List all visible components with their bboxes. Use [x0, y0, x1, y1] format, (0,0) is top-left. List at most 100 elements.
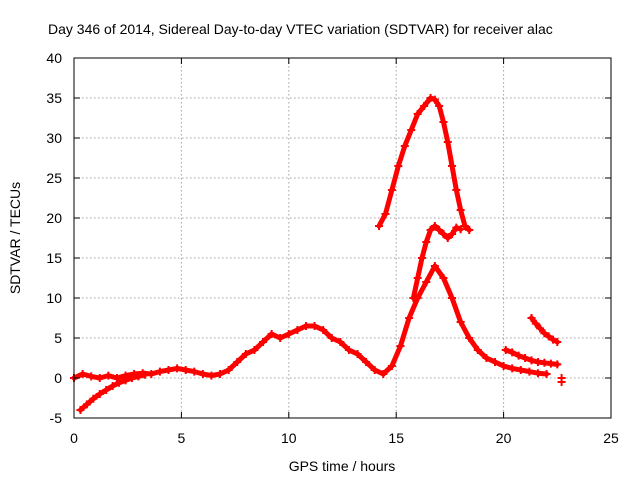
y-tick-label: 30	[46, 130, 62, 146]
data-point	[108, 382, 117, 390]
data-point	[525, 367, 534, 376]
data-point	[336, 338, 345, 346]
data-point	[190, 367, 199, 376]
data-point	[508, 364, 517, 373]
y-tick-label: 20	[46, 210, 62, 226]
data-point	[284, 330, 293, 338]
data-point	[426, 226, 435, 234]
data-point	[430, 222, 439, 230]
series-line	[376, 95, 472, 233]
data-point	[540, 329, 549, 338]
plot-frame	[73, 57, 612, 419]
data-point	[362, 358, 371, 366]
data-point	[241, 350, 250, 358]
data-points	[70, 94, 566, 414]
data-point	[435, 226, 444, 234]
data-point	[267, 330, 276, 338]
data-point	[456, 318, 465, 326]
series-large-peak	[375, 94, 474, 234]
data-point	[327, 334, 336, 342]
data-point	[549, 335, 558, 344]
data-point	[553, 338, 562, 346]
y-axis-label: SDTVAR / TECUs	[7, 182, 23, 294]
data-point	[482, 354, 491, 362]
chart-title: Day 346 of 2014, Sidereal Day-to-day VTE…	[48, 21, 553, 37]
data-point	[465, 334, 474, 342]
series-medium-peak	[409, 222, 465, 302]
data-point	[87, 372, 96, 381]
series-early-band	[70, 262, 551, 382]
data-point	[250, 346, 259, 354]
data-point	[439, 274, 448, 282]
data-point	[127, 374, 136, 382]
data-point	[89, 394, 98, 403]
data-point	[420, 102, 429, 110]
data-point	[216, 370, 225, 378]
data-point	[405, 314, 414, 322]
data-point	[430, 95, 439, 104]
y-tick-label: 25	[46, 170, 62, 186]
data-point	[413, 274, 422, 282]
data-point	[396, 342, 405, 350]
data-point	[443, 138, 452, 146]
series-early-drop	[76, 370, 149, 414]
data-point	[95, 390, 104, 398]
y-tick-label: 40	[46, 50, 62, 66]
data-point	[521, 354, 530, 362]
data-point	[452, 223, 461, 232]
series-late-segment-a	[501, 346, 562, 369]
data-point	[370, 366, 379, 374]
data-point	[375, 222, 384, 230]
data-point	[104, 371, 113, 380]
data-point	[76, 406, 85, 414]
series-line	[71, 263, 550, 381]
x-tick-label: 20	[496, 430, 512, 446]
data-point	[557, 378, 566, 386]
x-axis-label: GPS time / hours	[289, 458, 396, 474]
y-tick-label: 15	[46, 250, 62, 266]
data-point	[407, 126, 416, 134]
x-tick-label: 25	[603, 430, 619, 446]
data-point	[533, 369, 542, 378]
data-point	[164, 366, 173, 374]
data-point	[491, 358, 500, 366]
data-point	[140, 370, 149, 379]
grid	[74, 58, 611, 418]
data-point	[536, 324, 545, 333]
data-point	[181, 366, 190, 374]
x-tick-label: 10	[281, 430, 297, 446]
data-point	[443, 234, 452, 242]
data-point	[207, 371, 216, 380]
data-point	[514, 351, 523, 360]
data-point	[448, 230, 457, 238]
x-tick-label: 15	[388, 430, 404, 446]
data-point	[344, 346, 353, 354]
data-point	[456, 225, 465, 234]
data-point	[473, 346, 482, 354]
y-tick-label: 35	[46, 90, 62, 106]
data-point	[394, 162, 403, 170]
data-point	[544, 332, 553, 341]
series-line	[410, 223, 464, 301]
data-point	[276, 334, 285, 342]
data-point	[531, 319, 540, 328]
data-point	[499, 362, 508, 370]
x-tick-label: 5	[178, 430, 186, 446]
data-point	[527, 356, 536, 365]
y-tick-label: 10	[46, 290, 62, 306]
data-point	[553, 360, 562, 369]
data-point	[508, 348, 517, 357]
data-point	[426, 94, 435, 102]
data-point	[516, 366, 525, 374]
data-point	[115, 378, 124, 387]
data-point	[173, 364, 182, 373]
y-tick-label: 0	[54, 370, 62, 386]
y-tick-label: 5	[54, 330, 62, 346]
data-point	[78, 370, 87, 378]
data-point	[121, 376, 130, 385]
series-late-points	[557, 374, 566, 386]
data-point	[310, 322, 319, 330]
data-point	[134, 372, 143, 381]
data-point	[413, 110, 422, 118]
